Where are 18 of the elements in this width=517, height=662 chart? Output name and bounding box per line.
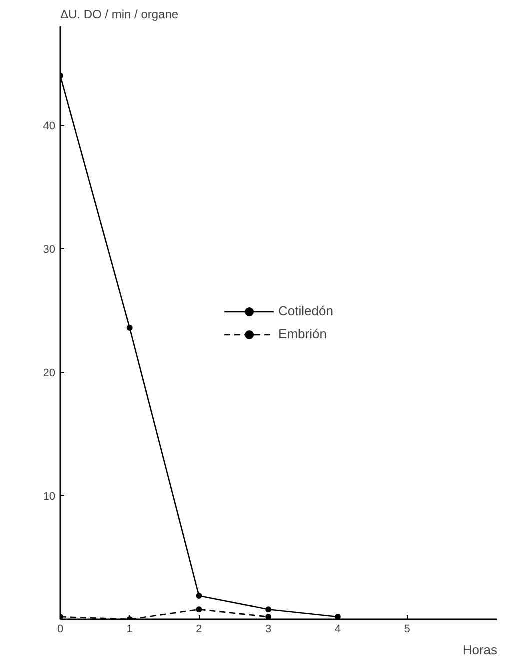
x-tick-label: 3 <box>266 624 272 636</box>
y-tick-label: 10 <box>43 490 56 503</box>
y-axis-title: ΔU. DO / min / organe <box>60 8 179 22</box>
point <box>126 324 133 331</box>
point <box>266 606 272 613</box>
legend-label: Cotiledón <box>278 304 334 318</box>
point <box>196 606 202 613</box>
y-tick-label: 40 <box>43 120 56 132</box>
y-tick-label: 20 <box>43 367 56 380</box>
x-tick-label: 2 <box>196 624 202 636</box>
x-tick-label: 1 <box>126 624 133 636</box>
point <box>196 593 202 600</box>
x-tick-label: 5 <box>404 624 410 636</box>
y-tick-label: 30 <box>43 244 56 256</box>
x-tick-label: 4 <box>334 624 342 636</box>
x-tick-label: 0 <box>57 624 64 636</box>
legend-label: Embrión <box>278 326 327 342</box>
x-axis-title: Horas <box>462 642 498 658</box>
